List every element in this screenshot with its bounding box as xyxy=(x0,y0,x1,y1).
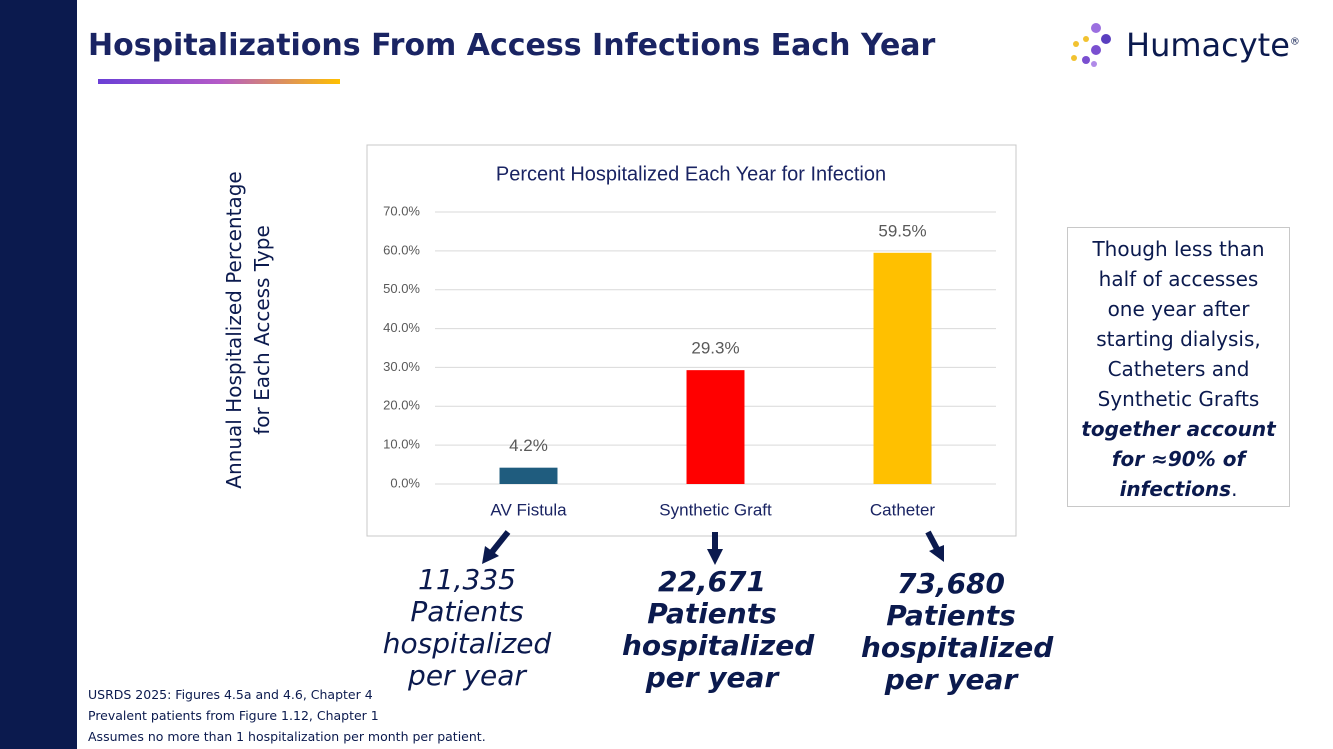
annotation-text: Patients hospitalized per year xyxy=(382,595,552,692)
logo-icon xyxy=(1071,23,1111,67)
y-tick-label: 30.0% xyxy=(383,359,420,374)
note-text: Though less than half of accesses one ye… xyxy=(1092,237,1265,411)
bar xyxy=(873,252,932,484)
chart-title: Percent Hospitalized Each Year for Infec… xyxy=(496,163,886,185)
logo-mark: ® xyxy=(1289,36,1300,48)
footnote: USRDS 2025: Figures 4.5a and 4.6, Chapte… xyxy=(88,687,373,702)
y-tick-label: 40.0% xyxy=(383,320,420,335)
arrows xyxy=(482,530,944,565)
bar xyxy=(686,370,745,484)
annotation: 11,335 Patients hospitalized per year xyxy=(347,564,587,692)
bar xyxy=(499,467,558,484)
value-label: 29.3% xyxy=(691,339,739,358)
value-label: 4.2% xyxy=(509,436,548,455)
annotation-count: 22,671 xyxy=(657,565,767,598)
slide-title: Hospitalizations From Access Infections … xyxy=(88,28,936,63)
side-bar xyxy=(0,0,77,749)
x-tick-label: Synthetic Graft xyxy=(659,500,772,519)
logo: Humacyte® xyxy=(1126,26,1300,64)
y-tick-label: 10.0% xyxy=(383,437,420,452)
annotation: 22,671 Patients hospitalized per year xyxy=(592,566,832,694)
annotation-count: 73,680 xyxy=(896,567,1006,600)
value-label: 59.5% xyxy=(878,221,926,240)
x-tick-label: AV Fistula xyxy=(490,500,567,519)
logo-text: Humacyte xyxy=(1126,26,1290,64)
note-box: Though less than half of accesses one ye… xyxy=(1067,227,1290,507)
y-tick-label: 50.0% xyxy=(383,281,420,296)
annotation: 73,680 Patients hospitalized per year xyxy=(831,568,1071,696)
annotation-text: Patients hospitalized per year xyxy=(622,597,815,694)
y-tick-label: 60.0% xyxy=(383,242,420,257)
y-tick-label: 0.0% xyxy=(390,475,420,490)
note-emphasis: together account for ≈90% of infections xyxy=(1081,417,1276,501)
footnote: Prevalent patients from Figure 1.12, Cha… xyxy=(88,708,379,723)
footnotes: USRDS 2025: Figures 4.5a and 4.6, Chapte… xyxy=(88,684,486,747)
y-tick-label: 70.0% xyxy=(383,203,420,218)
annotation-text: Patients hospitalized per year xyxy=(861,599,1054,696)
annotation-count: 11,335 xyxy=(418,563,516,596)
y-tick-label: 20.0% xyxy=(383,398,420,413)
title-underline xyxy=(98,79,340,84)
x-tick-label: Catheter xyxy=(870,500,936,519)
footnote: Assumes no more than 1 hospitalization p… xyxy=(88,729,486,744)
note-end: . xyxy=(1231,477,1238,501)
